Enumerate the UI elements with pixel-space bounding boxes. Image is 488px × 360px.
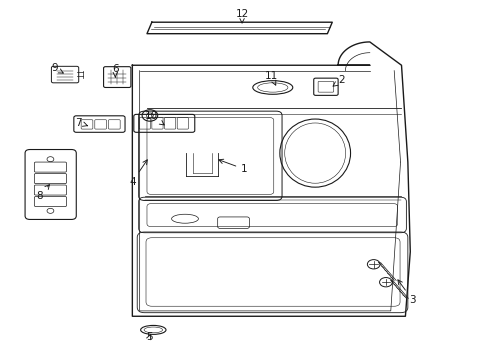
Text: 7: 7 — [75, 118, 87, 128]
Text: 4: 4 — [129, 160, 147, 187]
Text: 11: 11 — [264, 71, 277, 85]
Text: 9: 9 — [51, 63, 63, 73]
Text: 10: 10 — [145, 111, 164, 125]
Text: 8: 8 — [36, 185, 49, 201]
Text: 1: 1 — [218, 159, 247, 174]
Text: 5: 5 — [146, 332, 152, 342]
Text: 12: 12 — [235, 9, 248, 23]
Text: 6: 6 — [112, 64, 119, 77]
Text: 3: 3 — [397, 280, 415, 305]
Text: 2: 2 — [332, 75, 345, 86]
